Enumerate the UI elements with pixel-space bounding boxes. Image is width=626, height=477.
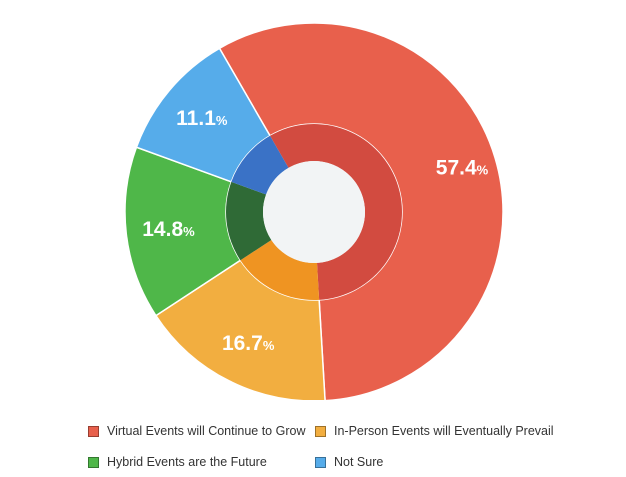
legend-label-not-sure: Not Sure xyxy=(334,455,384,469)
data-label-virtual: 57.4% xyxy=(436,157,489,180)
data-label-hybrid: 14.8% xyxy=(142,218,195,241)
inner-slice-in-person xyxy=(240,239,320,301)
legend-item-in-person[interactable]: In-Person Events will Eventually Prevail xyxy=(315,423,554,439)
legend-item-not-sure[interactable]: Not Sure xyxy=(315,454,383,470)
inner-slice-not-sure xyxy=(231,135,289,195)
data-label-in-person: 16.7% xyxy=(222,332,275,355)
donut-svg: 57.4% 16.7% 14.8% 11.1% xyxy=(124,22,504,400)
legend-label-virtual: Virtual Events will Continue to Grow xyxy=(107,424,306,438)
legend-swatch-hybrid xyxy=(88,456,99,468)
legend-item-hybrid[interactable]: Hybrid Events are the Future xyxy=(88,454,267,470)
donut-center xyxy=(263,161,365,263)
legend-label-in-person: In-Person Events will Eventually Prevail xyxy=(334,424,554,438)
inner-slice-hybrid xyxy=(225,181,272,261)
legend-swatch-not-sure xyxy=(315,456,326,468)
legend-item-virtual[interactable]: Virtual Events will Continue to Grow xyxy=(88,423,305,439)
inner-slice-virtual xyxy=(270,124,402,300)
legend-swatch-in-person xyxy=(315,425,326,437)
legend-label-hybrid: Hybrid Events are the Future xyxy=(107,455,267,469)
slice-in-person[interactable] xyxy=(154,259,326,400)
data-label-not-sure: 11.1% xyxy=(176,107,228,130)
legend-swatch-virtual xyxy=(88,425,99,437)
